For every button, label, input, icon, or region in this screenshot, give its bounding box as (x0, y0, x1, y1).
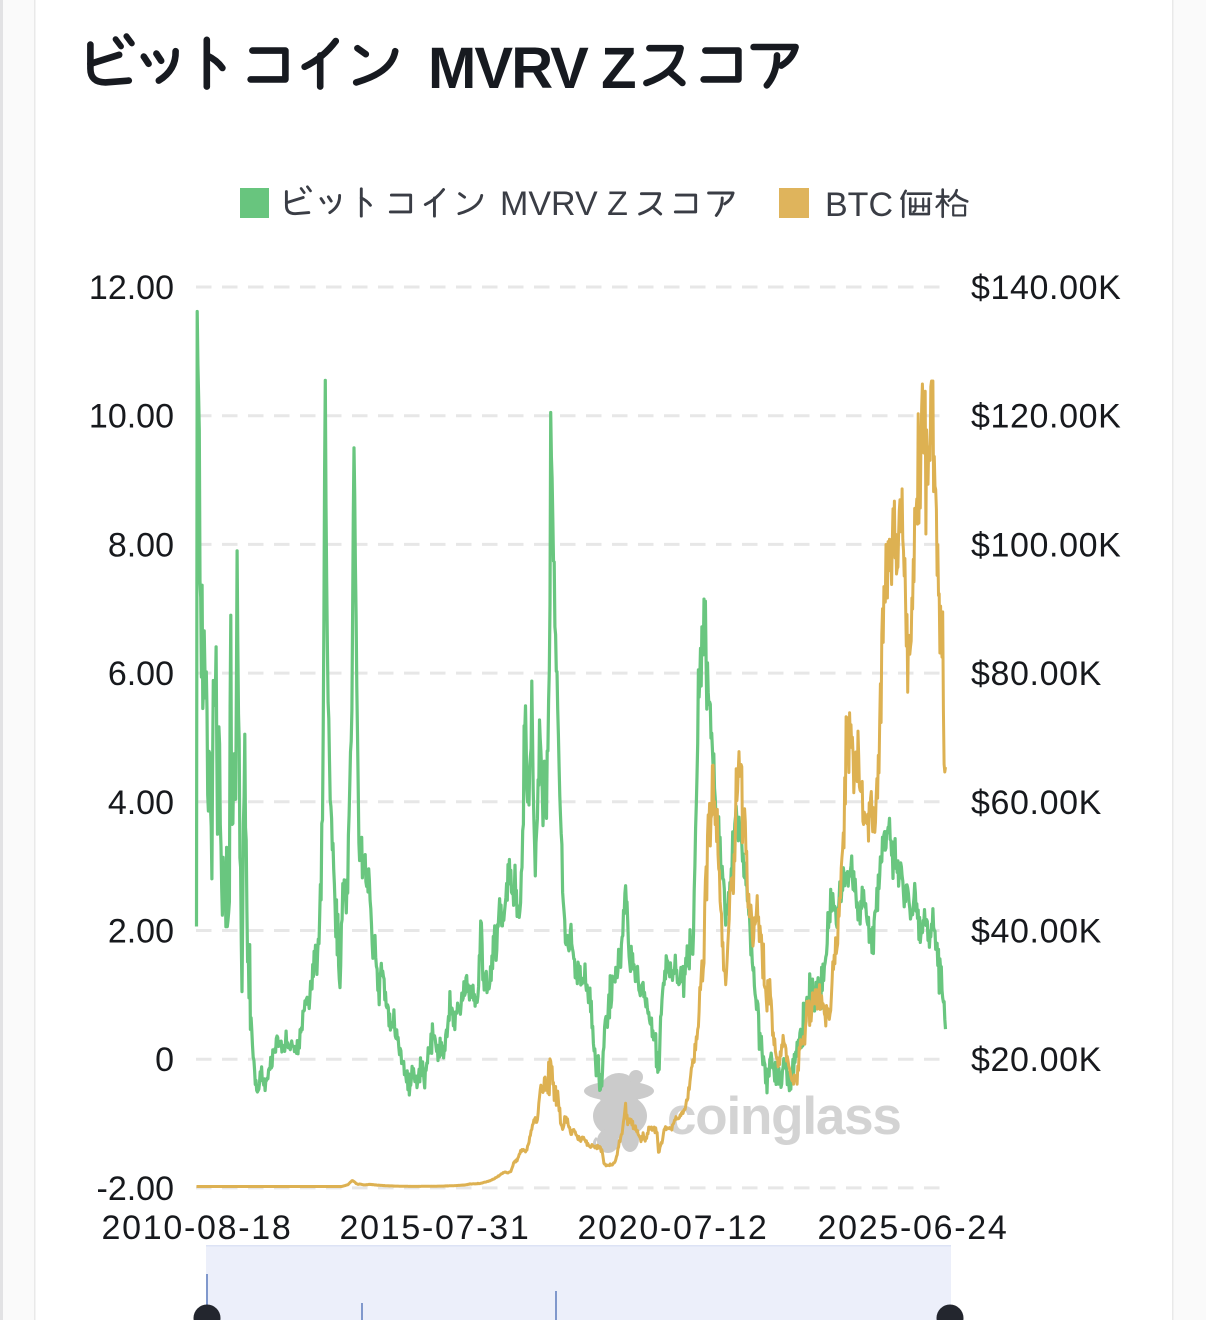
svg-text:MVRV Z: MVRV Z (428, 36, 635, 101)
svg-text:-2.00: -2.00 (97, 1170, 175, 1208)
svg-text:coinglass: coinglass (667, 1087, 901, 1146)
svg-text:0: 0 (155, 1041, 174, 1079)
svg-text:12.00: 12.00 (89, 269, 174, 307)
svg-text:10.00: 10.00 (89, 398, 174, 436)
svg-text:2.00: 2.00 (108, 913, 174, 951)
svg-text:4.00: 4.00 (108, 784, 174, 822)
svg-text:2010-08-18: 2010-08-18 (102, 1209, 293, 1247)
svg-text:$140.00K: $140.00K (971, 269, 1121, 307)
svg-text:$80.00K: $80.00K (971, 655, 1102, 693)
svg-text:$120.00K: $120.00K (971, 398, 1121, 436)
svg-text:6.00: 6.00 (108, 655, 174, 693)
svg-text:2020-07-12: 2020-07-12 (578, 1209, 769, 1247)
svg-text:2025-06-24: 2025-06-24 (818, 1209, 1009, 1247)
svg-text:8.00: 8.00 (108, 526, 174, 564)
svg-text:$100.00K: $100.00K (971, 526, 1121, 564)
svg-text:$60.00K: $60.00K (971, 784, 1102, 822)
svg-text:BTC: BTC (825, 186, 893, 224)
svg-text:$40.00K: $40.00K (971, 913, 1102, 951)
svg-text:MVRV Z: MVRV Z (500, 185, 628, 223)
svg-text:2015-07-31: 2015-07-31 (340, 1209, 531, 1247)
svg-text:$20.00K: $20.00K (971, 1041, 1102, 1079)
